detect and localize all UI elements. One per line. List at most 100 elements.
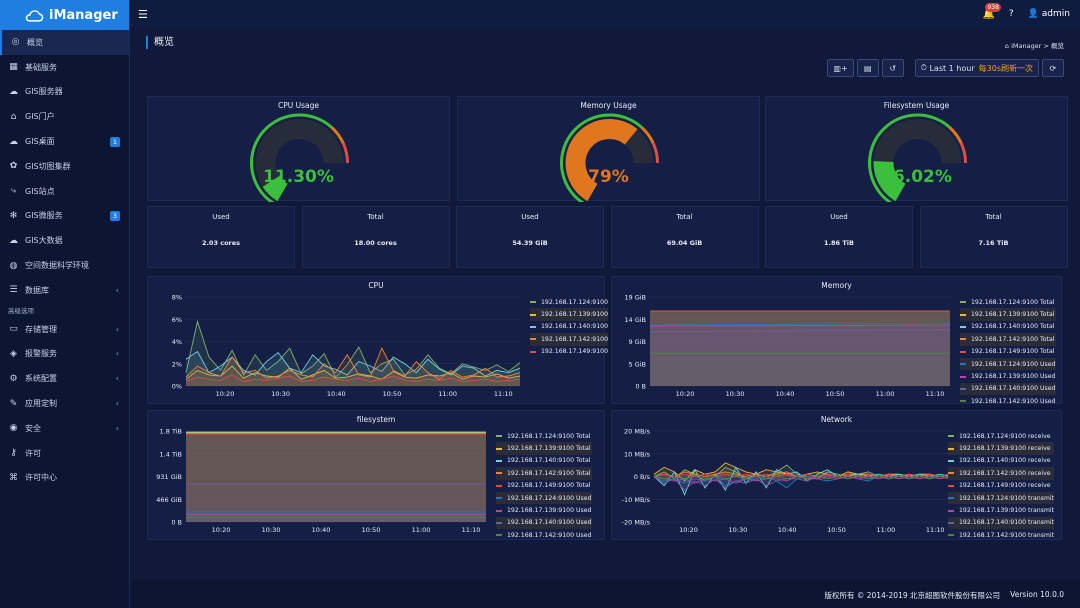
sidebar-item-3[interactable]: ✎ 应用定制 ‹ (0, 391, 129, 416)
top-bar: ☰ 🔔 938 ? 👤 admin (130, 0, 1080, 28)
sidebar-item-6[interactable]: ⤷ GIS站点 (0, 179, 129, 204)
chart-title: Network (820, 415, 853, 424)
breadcrumb-home[interactable]: iManager (1011, 42, 1042, 50)
sidebar-item-8[interactable]: ☁ GIS大数据 (0, 228, 129, 253)
legend-item[interactable]: 192.168.17.124:9100 Total (496, 430, 592, 442)
legend-item[interactable]: 192.168.17.124:9100 receive (948, 430, 1054, 442)
sidebar-item-1[interactable]: ◈ 报警服务 ‹ (0, 342, 129, 367)
legend-item[interactable]: 192.168.17.142:9100 Total (960, 333, 1056, 346)
version: Version 10.0.0 (1010, 590, 1064, 599)
stat-value: 18.00 cores (354, 239, 397, 247)
gauge-threshold-green (560, 113, 643, 206)
series-line (185, 365, 521, 380)
legend-item[interactable]: 192.168.17.140:9100 transmit (948, 516, 1055, 530)
sidebar-item-6[interactable]: ⌘ 许可中心 (0, 466, 129, 491)
settings-button[interactable]: ↺ (881, 59, 904, 77)
legend-item[interactable]: 192.168.17.140:9100 receive (948, 455, 1054, 467)
legend-item[interactable]: 192.168.17.139:9100 Total (960, 308, 1056, 321)
legend-label: 192.168.17.142:9100 Total (507, 469, 591, 477)
help-icon[interactable]: ? (1008, 9, 1014, 19)
sidebar-item-label: GIS桌面 (25, 137, 55, 147)
legend-item[interactable]: 192.168.17.139:9100 Used (960, 370, 1056, 382)
legend-item[interactable]: 192.168.17.124:9100 (530, 296, 608, 308)
sidebar-item-5[interactable]: ⚷ 许可 (0, 441, 129, 466)
legend-item[interactable]: 192.168.17.140:9100 Used (960, 382, 1056, 396)
legend-item[interactable]: 192.168.17.149:9100 (530, 346, 608, 358)
add-panel-button[interactable]: ▥+ (827, 59, 854, 77)
legend-item[interactable]: 192.168.17.139:9100 Total (496, 442, 592, 455)
legend-item[interactable]: 192.168.17.149:9100 receive (948, 480, 1054, 492)
main-content: 概览 ⌂ iManager > 概览 ▥+ ▤ ↺ ⏱ Last 1 hour … (130, 28, 1080, 608)
legend-item[interactable]: 192.168.17.124:9100 Used (960, 357, 1056, 371)
gauge-svg (868, 113, 967, 206)
sidebar-item-0[interactable]: ◎ 概览 (0, 30, 129, 55)
sidebar-item-9[interactable]: ◍ 空间数据科学环境 (0, 253, 129, 278)
legend-item[interactable]: 192.168.17.142:9100 Total (496, 467, 592, 480)
gauge-threshold-red (341, 142, 349, 164)
sidebar-item-0[interactable]: ▭ 存储管理 ‹ (0, 317, 129, 342)
x-tick-label: 10:50 (826, 390, 845, 398)
legend-item[interactable]: 192.168.17.139:9100 (530, 308, 609, 321)
sidebar-item-4[interactable]: ◉ 安全 ‹ (0, 416, 129, 441)
legend-item[interactable]: 192.168.17.142:9100 (530, 333, 609, 346)
y-tick-label: 0% (172, 383, 182, 391)
legend-item[interactable]: 192.168.17.139:9100 Used (496, 504, 592, 516)
logo[interactable]: iManager (0, 0, 129, 30)
sidebar-group: 高级选项 (0, 303, 129, 317)
sidebar-item-label: GIS大数据 (25, 236, 63, 246)
sidebar-item-1[interactable]: ▦ 基础服务 (0, 55, 129, 80)
legend-item[interactable]: 192.168.17.140:9100 Total (496, 455, 592, 467)
legend-item[interactable]: 192.168.17.139:9100 transmit (948, 504, 1054, 516)
sidebar-item-5[interactable]: ✿ GIS切图集群 (0, 154, 129, 179)
legend-item[interactable]: 192.168.17.124:9100 Used (496, 491, 592, 505)
stat-label: Total (367, 213, 384, 221)
gear-icon: ⚙ (9, 373, 18, 384)
series-area (650, 329, 950, 386)
sidebar-item-4[interactable]: ☁ GIS桌面 1 (0, 129, 129, 154)
legend-item[interactable]: 192.168.17.124:9100 transmit (948, 491, 1055, 505)
stat-label: Used (830, 213, 848, 221)
legend-label: 192.168.17.139:9100 Used (971, 373, 1056, 381)
hamburger-icon[interactable]: ☰ (138, 7, 148, 21)
save-dashboard-button[interactable]: ▤ (856, 59, 879, 77)
legend-item[interactable]: 192.168.17.142:9100 receive (948, 467, 1055, 480)
legend-item[interactable]: 192.168.17.124:9100 Total (960, 296, 1056, 308)
gauge-svg (250, 113, 349, 206)
legend-item[interactable]: 192.168.17.140:9100 (530, 321, 608, 333)
gauge-fill (262, 175, 288, 202)
x-tick-label: 10:40 (778, 526, 797, 534)
x-tick-label: 10:30 (728, 526, 747, 534)
legend-label: 192.168.17.124:9100 Used (507, 494, 592, 502)
sidebar-item-7[interactable]: ✻ GIS微服务 3 (0, 204, 129, 229)
legend-label: 192.168.17.142:9100 Used (971, 397, 1056, 405)
legend-item[interactable]: 192.168.17.149:9100 Total (496, 480, 592, 492)
legend-item[interactable]: 192.168.17.140:9100 Used (496, 516, 592, 530)
gauge-title: Filesystem Usage (883, 101, 950, 110)
notification-bell-icon[interactable]: 🔔 938 (982, 2, 1001, 20)
legend-item[interactable]: 192.168.17.140:9100 Total (960, 321, 1056, 333)
legend-label: 192.168.17.139:9100 receive (959, 445, 1051, 453)
sidebar-item-2[interactable]: ☁ GIS服务器 (0, 80, 129, 105)
x-tick-label: 10:30 (262, 526, 281, 534)
legend-item[interactable]: 192.168.17.139:9100 receive (948, 442, 1055, 455)
cloud-icon: ☁ (9, 86, 18, 97)
legend-item[interactable]: 192.168.17.142:9100 transmit (948, 529, 1054, 541)
y-tick-label: 19 GiB (624, 294, 646, 302)
stat-label: Total (985, 213, 1002, 221)
sidebar-item-label: 许可中心 (25, 473, 57, 483)
legend-item[interactable]: 192.168.17.142:9100 Used (496, 529, 592, 541)
sidebar-item-10[interactable]: ☰ 数据库 ‹ (0, 278, 129, 303)
sidebar-item-2[interactable]: ⚙ 系统配置 ‹ (0, 366, 129, 391)
legend-label: 192.168.17.149:9100 Total (971, 348, 1055, 356)
legend-label: 192.168.17.139:9100 Total (971, 311, 1055, 319)
series-area (650, 353, 950, 386)
database-icon: ☰ (9, 285, 18, 296)
asterisk-icon: ✻ (9, 210, 18, 221)
chart-title: CPU (368, 281, 384, 290)
sidebar-item-3[interactable]: ⌂ GIS门户 (0, 104, 129, 129)
legend-item[interactable]: 192.168.17.142:9100 Used (960, 395, 1056, 407)
legend-item[interactable]: 192.168.17.149:9100 Total (960, 346, 1056, 358)
time-picker-button[interactable]: ⏱ Last 1 hour 每30s刷新一次 (914, 59, 1039, 77)
user-menu[interactable]: 👤 admin (1028, 9, 1070, 19)
refresh-button[interactable]: ⟳ (1042, 59, 1064, 77)
